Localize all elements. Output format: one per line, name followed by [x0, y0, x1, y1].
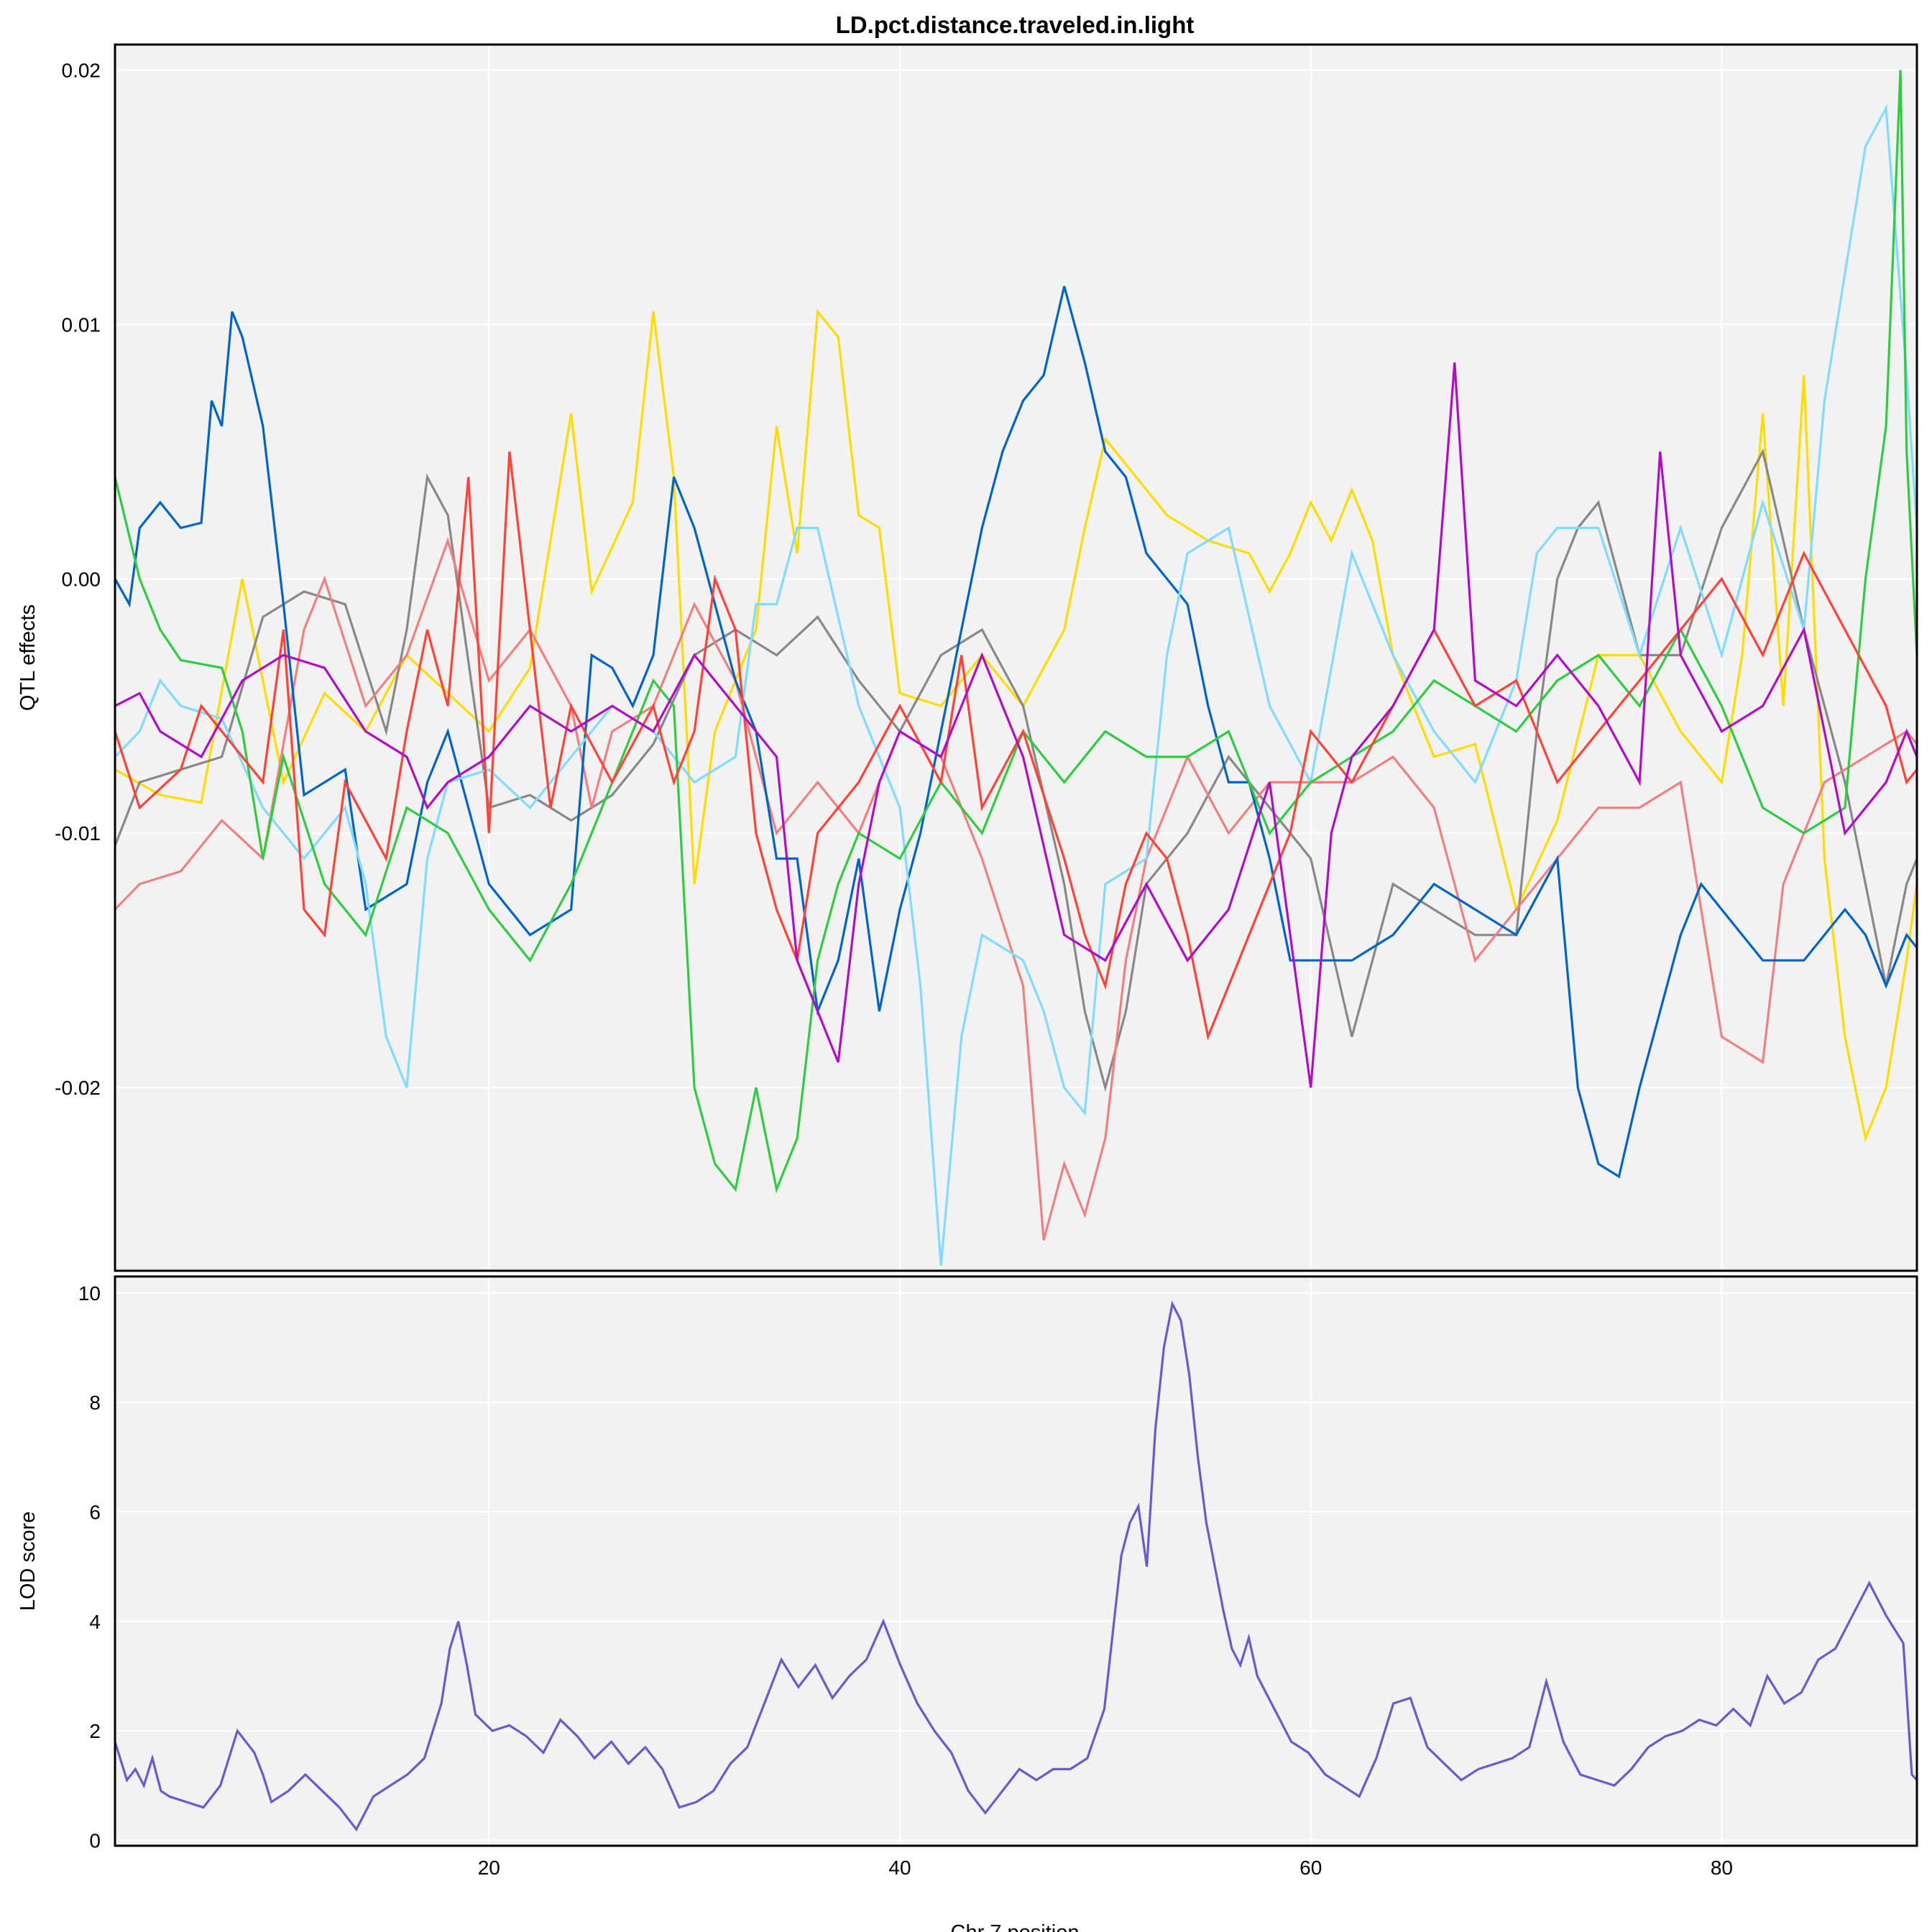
effects-y-axis-label: QTL effects: [17, 604, 40, 711]
effects-series-line: [114, 362, 1918, 1088]
lod-grid: [115, 1276, 1917, 1846]
lod-y-axis-label: LOD score: [17, 1512, 40, 1611]
lod-x-ticks: 20 40 60 80: [478, 1857, 1733, 1879]
effects-y-tick-label: 0.02: [62, 59, 101, 81]
effects-panel-frame: [114, 43, 1918, 1272]
effects-series-line: [114, 448, 1918, 1092]
effects-panel-background: [115, 45, 1917, 1271]
effects-series-line: [114, 308, 1918, 1143]
lod-y-tick-label: 2: [89, 1720, 101, 1742]
lod-lines: [114, 1300, 1918, 1832]
effects-series-line: [114, 285, 1918, 1179]
lod-y-tick-label: 6: [89, 1501, 101, 1523]
lod-panel-frame: [114, 1275, 1918, 1847]
lod-panel-background: [115, 1276, 1917, 1846]
lod-y-tick-label: 10: [78, 1282, 101, 1305]
lod-y-tick-label: 0: [89, 1829, 101, 1852]
lod-panel: 0 2 4 6 8 10 20 40 60 80 LOD score Chr 7 positio…: [17, 1275, 1918, 1932]
x-axis-label: Chr 7 position: [951, 1921, 1080, 1932]
effects-y-tick-label: -0.02: [55, 1077, 101, 1099]
effects-panel: 0.02 0.01 0.00 -0.01 -0.02 QTL effects: [17, 43, 1918, 1272]
x-tick-label: 20: [478, 1857, 500, 1879]
effects-lines: [114, 70, 1918, 1266]
lod-y-tick-label: 8: [89, 1392, 101, 1414]
effects-series-line: [114, 537, 1918, 1241]
x-tick-label: 40: [888, 1857, 911, 1879]
x-tick-label: 80: [1711, 1857, 1733, 1879]
lod-series-line: [114, 1300, 1918, 1832]
effects-y-ticks: 0.02 0.01 0.00 -0.01 -0.02: [55, 59, 101, 1099]
effects-series-line: [114, 70, 1918, 1194]
effects-grid: [115, 45, 1917, 1271]
effects-y-tick-label: 0.00: [62, 568, 101, 590]
lod-y-ticks: 0 2 4 6 8 10: [78, 1282, 101, 1852]
effects-series-line: [114, 104, 1918, 1266]
effects-y-tick-label: 0.01: [62, 313, 101, 336]
effects-y-tick-label: -0.01: [55, 822, 101, 845]
lod-y-tick-label: 4: [89, 1611, 101, 1633]
chart-title: LD.pct.distance.traveled.in.light: [836, 12, 1195, 38]
x-tick-label: 60: [1300, 1857, 1322, 1879]
